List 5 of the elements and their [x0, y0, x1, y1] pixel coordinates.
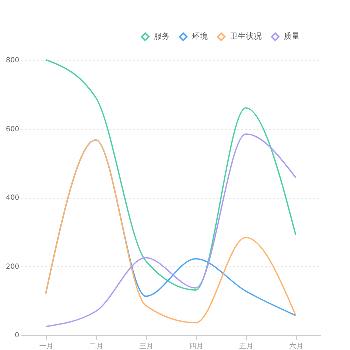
legend-label: 环境 — [192, 32, 208, 41]
legend-label: 质量 — [284, 32, 300, 41]
legend-label: 卫生状况 — [230, 32, 262, 41]
line-series — [45, 59, 297, 291]
legend-label: 服务 — [154, 32, 170, 41]
